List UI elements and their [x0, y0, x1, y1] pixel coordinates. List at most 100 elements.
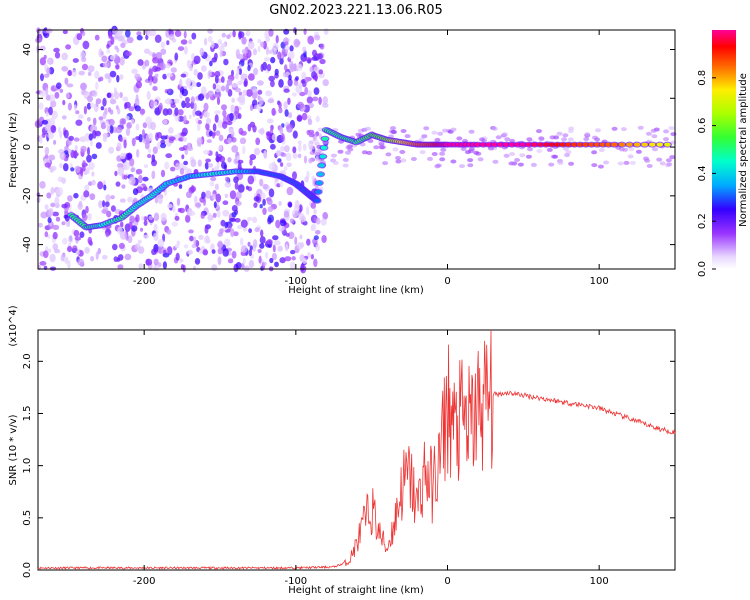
noise-speckle [154, 34, 162, 43]
noise-speckle [86, 102, 92, 110]
noise-speckle [204, 37, 208, 46]
noise-speckle [145, 258, 153, 266]
noise-speckle [252, 239, 258, 248]
noise-speckle [193, 265, 196, 271]
noise-speckle [313, 87, 320, 95]
noise-speckle [242, 145, 246, 155]
noise-speckle [65, 44, 71, 50]
snr-x-axis-label: Height of straight line (km) [288, 585, 424, 596]
noise-speckle [205, 117, 212, 125]
noise-speckle [290, 63, 296, 72]
noise-speckle [193, 55, 201, 65]
y-tick-label: -40 [22, 236, 33, 252]
noise-speckle [51, 110, 58, 120]
noise-speckle [265, 46, 269, 56]
noise-speckle [319, 58, 326, 65]
noise-speckle [104, 201, 110, 208]
noise-speckle [617, 161, 624, 166]
noise-speckle [292, 152, 298, 159]
noise-speckle [287, 97, 291, 106]
noise-speckle [36, 196, 41, 203]
noise-speckle [279, 126, 284, 135]
colorbar-tick-label: 0.4 [697, 165, 708, 181]
noise-speckle [176, 240, 181, 246]
noise-speckle [177, 46, 185, 51]
noise-speckle [240, 73, 248, 80]
noise-speckle [196, 137, 203, 145]
noise-speckle [234, 218, 241, 223]
noise-speckle [180, 73, 187, 78]
noise-speckle [88, 133, 94, 141]
noise-speckle [185, 97, 190, 103]
noise-speckle [421, 134, 428, 139]
noise-speckle [307, 90, 312, 97]
noise-speckle [153, 101, 158, 108]
noise-speckle [97, 181, 104, 190]
noise-speckle [247, 124, 252, 132]
noise-speckle [214, 110, 221, 115]
noise-speckle [241, 36, 247, 45]
noise-speckle [145, 116, 153, 125]
noise-speckle [61, 203, 68, 209]
noise-speckle [87, 146, 90, 156]
noise-speckle [253, 202, 258, 208]
noise-speckle [197, 72, 203, 80]
noise-speckle [234, 182, 239, 190]
noise-speckle [200, 212, 205, 219]
noise-speckle [119, 74, 124, 80]
noise-speckle [280, 145, 285, 152]
noise-speckle [143, 234, 150, 239]
noise-speckle [102, 200, 106, 208]
noise-speckle [210, 243, 215, 251]
noise-speckle [54, 91, 60, 99]
noise-speckle [106, 44, 110, 49]
noise-speckle [190, 186, 197, 192]
noise-speckle [266, 198, 273, 206]
noise-speckle [254, 90, 259, 97]
noise-speckle [110, 55, 116, 61]
noise-speckle [248, 249, 253, 257]
noise-speckle [138, 174, 143, 184]
noise-speckle [104, 120, 109, 127]
noise-speckle [627, 154, 634, 159]
noise-speckle [97, 247, 102, 255]
noise-speckle [299, 234, 303, 240]
noise-speckle [556, 131, 563, 136]
noise-speckle [72, 58, 79, 63]
noise-speckle [166, 246, 173, 256]
noise-speckle [105, 232, 110, 238]
ridge-point [633, 142, 641, 147]
noise-speckle [152, 146, 158, 154]
noise-speckle [217, 39, 222, 45]
noise-speckle [504, 137, 511, 142]
noise-speckle [259, 178, 264, 187]
noise-speckle [98, 116, 104, 121]
noise-speckle [122, 96, 129, 102]
noise-speckle [115, 64, 120, 70]
noise-speckle [260, 41, 265, 48]
noise-speckle [342, 157, 349, 162]
noise-speckle [87, 95, 93, 103]
noise-speckle [39, 89, 47, 97]
noise-speckle [152, 86, 158, 91]
noise-speckle [390, 129, 397, 134]
noise-speckle [245, 30, 251, 37]
noise-speckle [240, 245, 248, 254]
noise-speckle [117, 162, 124, 169]
noise-speckle [611, 126, 618, 131]
noise-speckle [546, 147, 553, 152]
noise-speckle [46, 67, 51, 76]
noise-speckle [77, 202, 83, 210]
spectrogram-x-ticks: -200 -100 0 100 [133, 30, 609, 287]
noise-speckle [229, 217, 236, 222]
noise-speckle [80, 168, 84, 177]
noise-speckle [224, 193, 229, 198]
ridge-point [664, 142, 671, 147]
noise-speckle [277, 158, 282, 163]
noise-speckle [100, 51, 104, 56]
noise-speckle [158, 197, 163, 205]
noise-speckle [337, 149, 344, 154]
x-tick-label: -200 [133, 276, 156, 287]
noise-speckle [44, 204, 49, 210]
